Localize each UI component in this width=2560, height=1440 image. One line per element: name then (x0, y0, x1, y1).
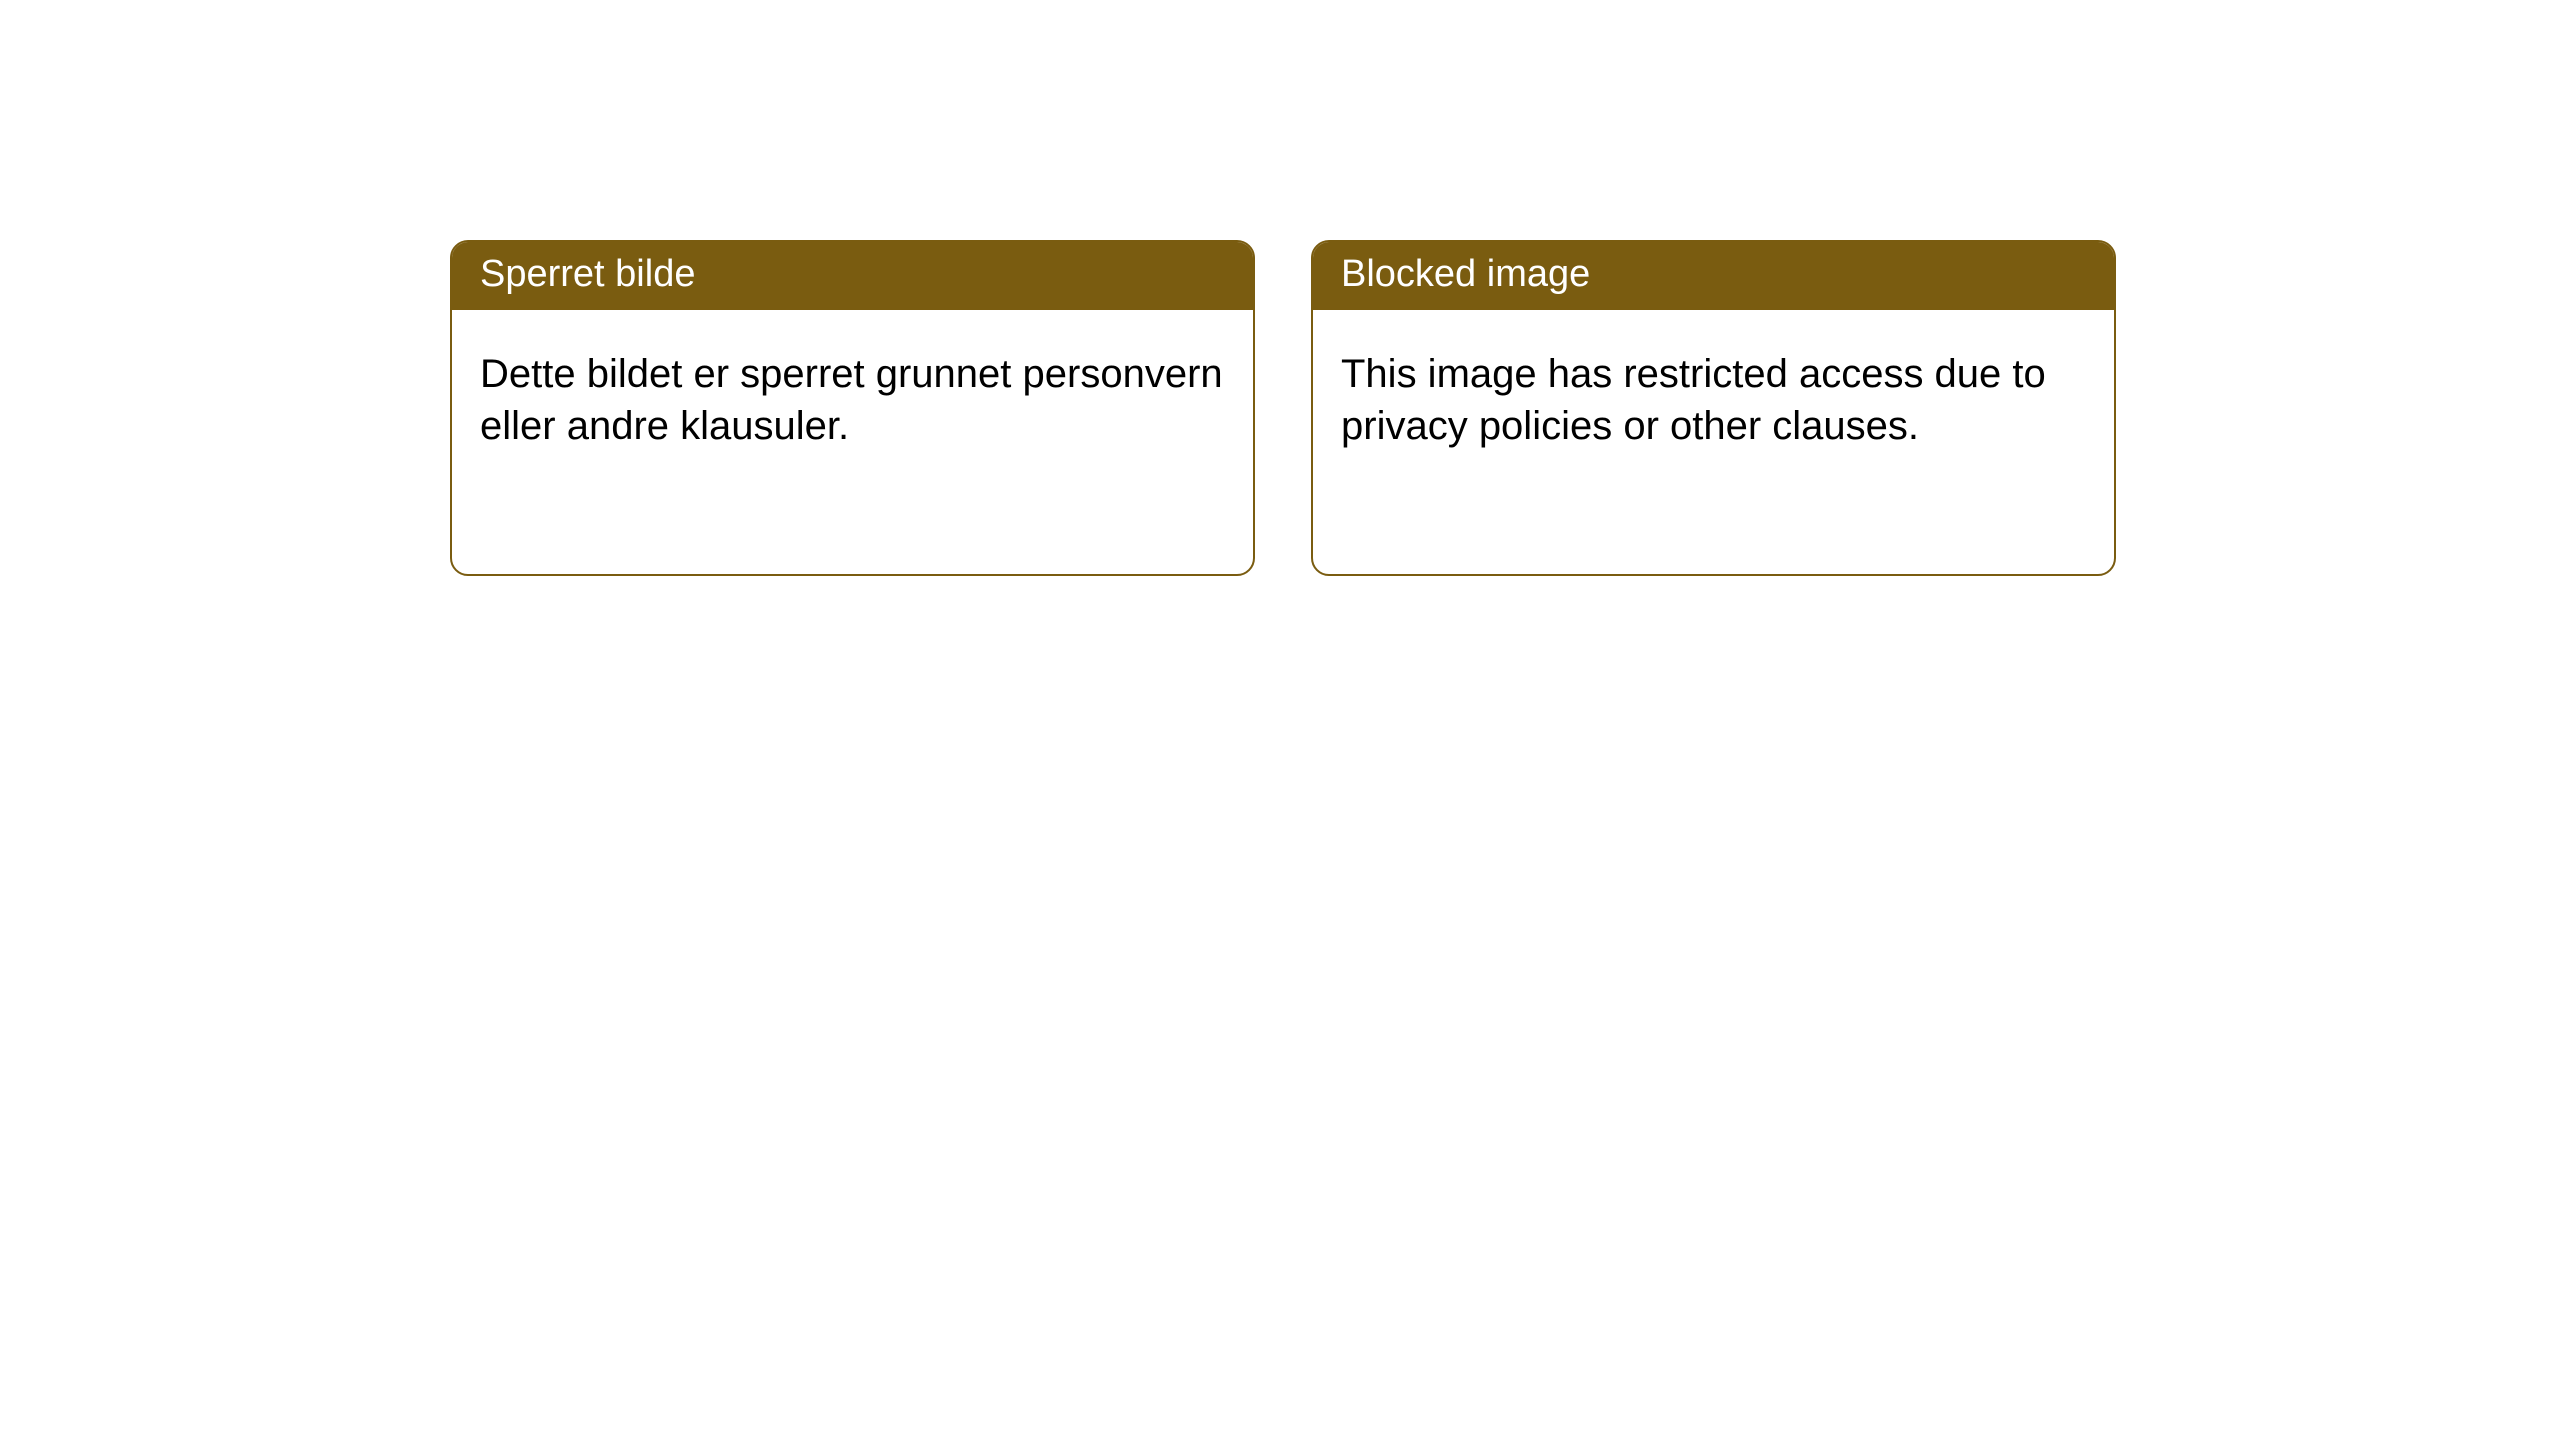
notice-box-english: Blocked image This image has restricted … (1311, 240, 2116, 576)
notice-title: Blocked image (1341, 253, 1590, 295)
notice-header: Blocked image (1313, 242, 2114, 310)
notice-container: Sperret bilde Dette bildet er sperret gr… (0, 0, 2560, 576)
notice-header: Sperret bilde (452, 242, 1253, 310)
notice-body-text: Dette bildet er sperret grunnet personve… (480, 352, 1223, 448)
notice-body: Dette bildet er sperret grunnet personve… (452, 310, 1253, 480)
notice-box-norwegian: Sperret bilde Dette bildet er sperret gr… (450, 240, 1255, 576)
notice-title: Sperret bilde (480, 253, 695, 295)
notice-body: This image has restricted access due to … (1313, 310, 2114, 480)
notice-body-text: This image has restricted access due to … (1341, 352, 2046, 448)
